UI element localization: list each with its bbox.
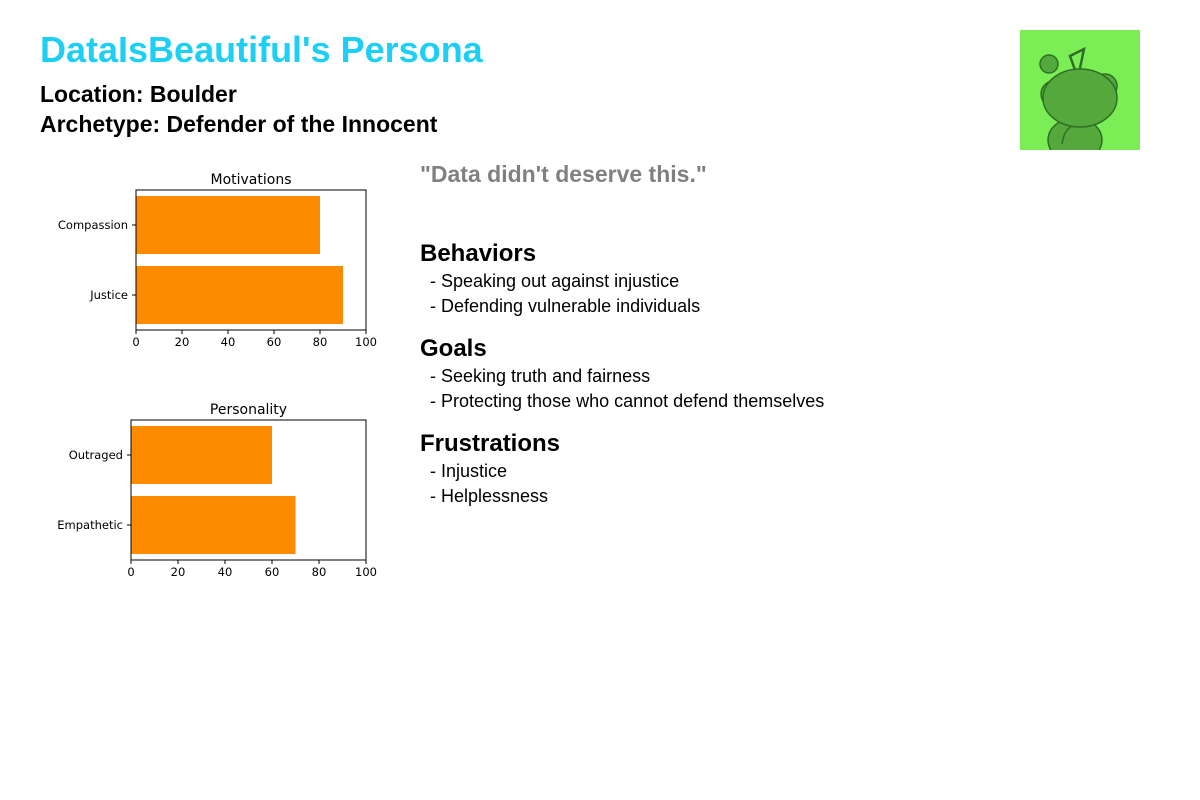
y-tick-label-empathetic: Empathetic — [57, 518, 123, 532]
frustrations-item: - Injustice — [430, 461, 508, 481]
plot-frame — [130, 419, 367, 561]
x-tick-label: 40 — [221, 335, 236, 349]
bar-justice — [136, 266, 343, 324]
bar-empathetic — [131, 496, 296, 554]
frustrations-heading: Frustrations — [420, 430, 561, 457]
avatar — [1020, 30, 1140, 150]
frustrations-section: Frustrations - Injustice - Helplessness — [420, 429, 1120, 509]
y-tick-label-justice: Justice — [89, 288, 128, 302]
bar-outraged — [131, 426, 272, 484]
y-tick-label-compassion: Compassion — [58, 218, 128, 232]
chart-title: Motivations — [211, 172, 292, 188]
x-tick-label: 20 — [171, 565, 186, 579]
motivations-chart-svg: Motivations Compassion Justice 0 20 40 60 80 100 — [58, 172, 377, 349]
x-tick-label: 100 — [355, 565, 377, 579]
x-tick-label: 20 — [175, 335, 190, 349]
x-tick-label: 60 — [265, 565, 280, 579]
persona-location: Location: Boulder — [40, 81, 237, 107]
goals-item: - Seeking truth and fairness — [430, 366, 651, 386]
behaviors-section: Behaviors - Speaking out against injusti… — [420, 239, 1120, 319]
chart-title: Personality — [210, 402, 287, 418]
x-tick-label: 80 — [312, 565, 327, 579]
personality-chart: Personality Outraged Empathetic 0 20 40 60 80 10… — [40, 395, 390, 595]
x-tick-label: 0 — [132, 335, 139, 349]
personality-chart-svg: Personality Outraged Empathetic 0 20 40 60 80 10… — [57, 402, 377, 579]
x-tick-label: 80 — [313, 335, 328, 349]
reddit-alien-icon — [1020, 30, 1140, 150]
x-tick-label: 0 — [127, 565, 134, 579]
persona-archetype: Archetype: Defender of the Innocent — [40, 111, 438, 137]
goals-section: Goals - Seeking truth and fairness - Pro… — [420, 334, 1120, 414]
behaviors-item: - Speaking out against injustice — [430, 271, 680, 291]
persona-title: DataIsBeautiful's Persona — [40, 29, 483, 70]
goals-item: - Protecting those who cannot defend the… — [430, 391, 825, 411]
frustrations-item: - Helplessness — [430, 486, 549, 506]
behaviors-item: - Defending vulnerable individuals — [430, 296, 701, 316]
x-tick-label: 40 — [218, 565, 233, 579]
behaviors-heading: Behaviors — [420, 240, 537, 267]
goals-heading: Goals — [420, 335, 487, 362]
plot-frame — [135, 189, 367, 331]
frustrations-list: - Injustice - Helplessness — [420, 459, 1120, 509]
behaviors-list: - Speaking out against injustice - Defen… — [420, 269, 1120, 319]
bar-compassion — [136, 196, 320, 254]
persona-quote: "Data didn't deserve this." — [420, 161, 707, 187]
y-tick-label-outraged: Outraged — [69, 448, 123, 462]
motivations-chart: Motivations Compassion Justice 0 20 40 60 80 100 — [40, 165, 390, 365]
goals-list: - Seeking truth and fairness - Protectin… — [420, 364, 1120, 414]
x-tick-label: 100 — [355, 335, 377, 349]
x-tick-label: 60 — [267, 335, 282, 349]
